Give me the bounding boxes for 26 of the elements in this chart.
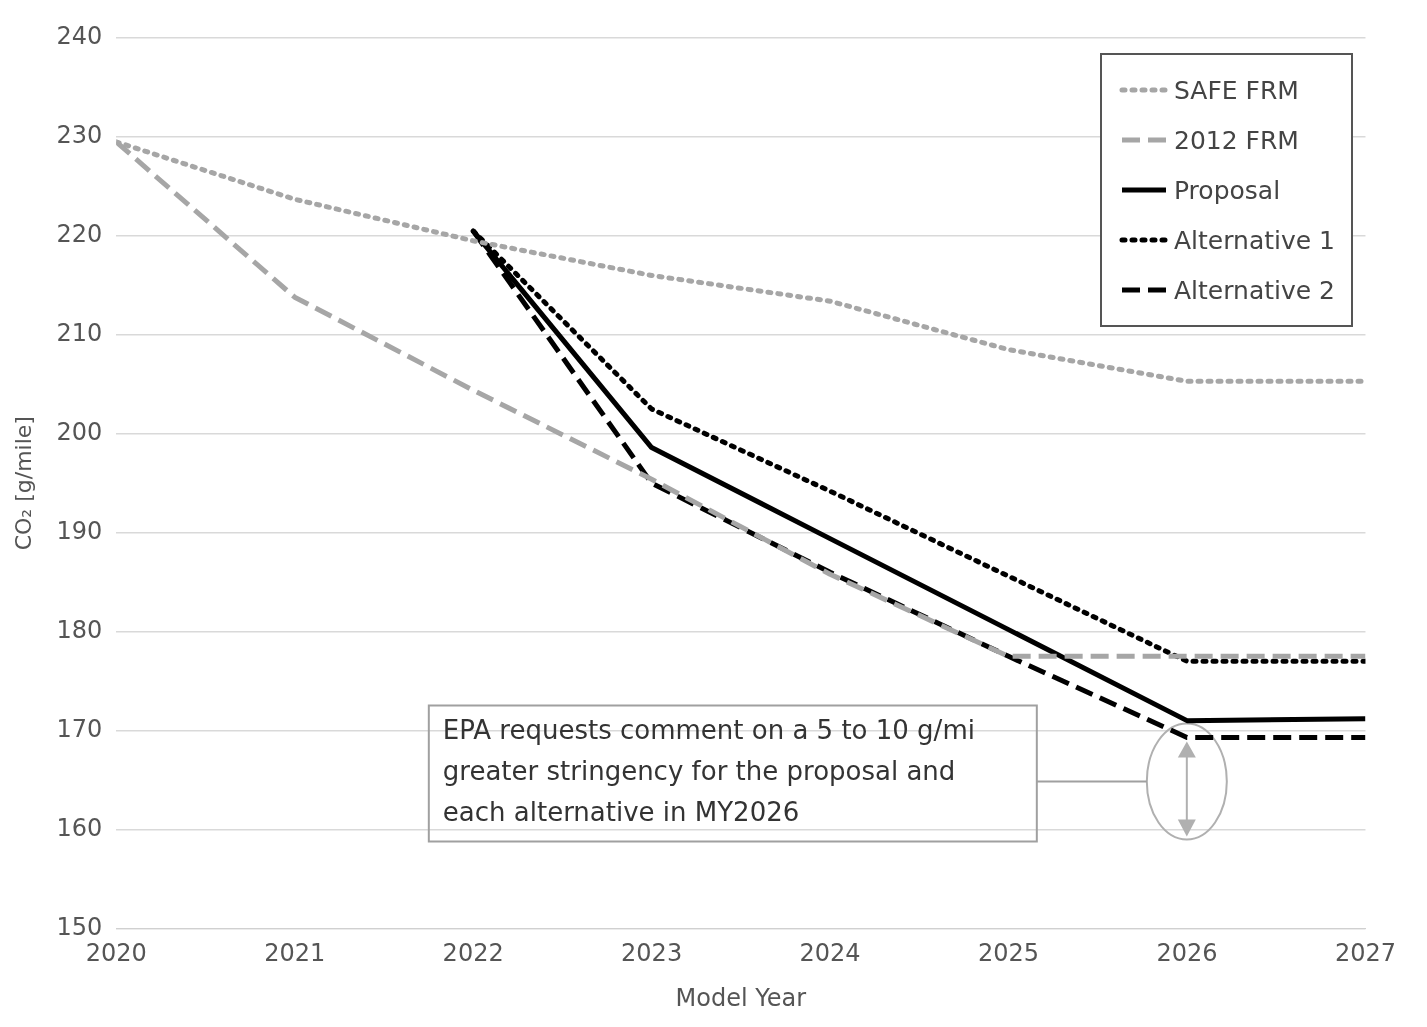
x-tick-label: 2024 (799, 939, 861, 968)
y-tick-label: 160 (56, 813, 103, 842)
x-tick-label: 2020 (85, 939, 147, 968)
legend-label: Alternative 1 (1173, 225, 1335, 255)
legend-label: SAFE FRM (1173, 75, 1299, 105)
x-tick-label: 2022 (442, 939, 504, 968)
y-tick-label: 240 (56, 22, 103, 51)
x-tick-label: 2023 (621, 939, 683, 968)
x-axis-title: Model Year (675, 983, 807, 1012)
y-tick-label: 210 (56, 319, 103, 348)
y-axis-title: CO₂ [g/mile] (10, 416, 36, 551)
y-tick-label: 170 (56, 714, 103, 743)
legend-label: Proposal (1173, 175, 1281, 205)
x-tick-label: 2021 (264, 939, 326, 968)
y-tick-label: 200 (56, 417, 103, 446)
legend-label: 2012 FRM (1173, 125, 1299, 155)
annotation: EPA requests comment on a 5 to 10 g/mi greater stringency for the proposal and each alternative in MY2026 (442, 715, 975, 828)
y-tick-label: 220 (56, 220, 103, 249)
x-tick-label: 2026 (1156, 939, 1218, 968)
y-tick-label: 190 (56, 516, 103, 545)
y-tick-label: 150 (56, 912, 103, 941)
y-tick-label: 230 (56, 121, 103, 150)
x-tick-label: 2025 (977, 939, 1040, 968)
x-tick-label: 2027 (1334, 939, 1396, 968)
y-tick-label: 180 (56, 615, 103, 644)
legend-label: Alternative 2 (1173, 275, 1335, 305)
